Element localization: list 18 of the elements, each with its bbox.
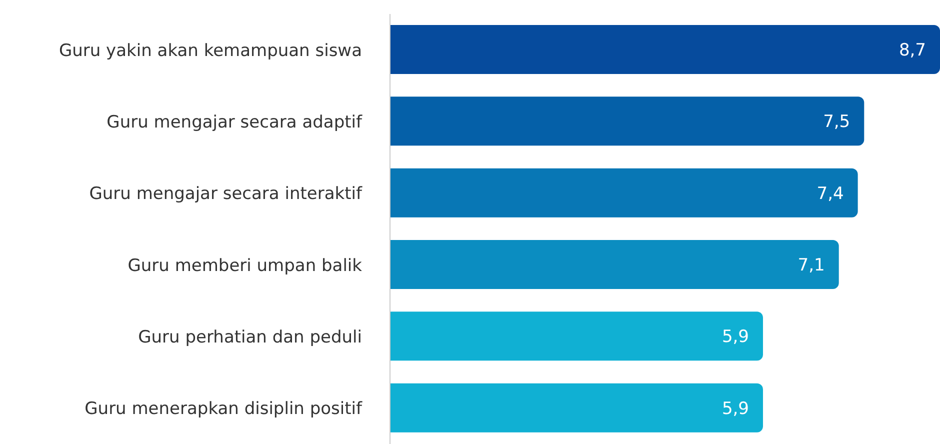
bar xyxy=(390,240,839,289)
bar xyxy=(390,383,763,432)
y-tick-label: Guru perhatian dan peduli xyxy=(138,328,362,348)
data-label: 5,9 xyxy=(722,327,749,348)
data-label: 8,7 xyxy=(898,40,926,61)
bar xyxy=(390,168,858,218)
y-tick-label: Guru memberi umpan balik xyxy=(128,256,362,276)
bar xyxy=(390,96,864,146)
bar xyxy=(390,312,763,361)
data-label: 7,5 xyxy=(823,112,850,132)
data-label: 7,1 xyxy=(798,256,825,276)
data-label: 5,9 xyxy=(722,398,749,419)
y-tick-label: Guru mengajar secara adaptif xyxy=(106,112,364,133)
y-tick-label: Guru mengajar secara interaktif xyxy=(89,184,364,204)
data-label: 7,4 xyxy=(816,184,844,204)
y-tick-label: Guru menerapkan disiplin positif xyxy=(84,399,363,420)
bar xyxy=(390,25,940,74)
y-tick-label: Guru yakin akan kemampuan siswa xyxy=(58,40,362,61)
